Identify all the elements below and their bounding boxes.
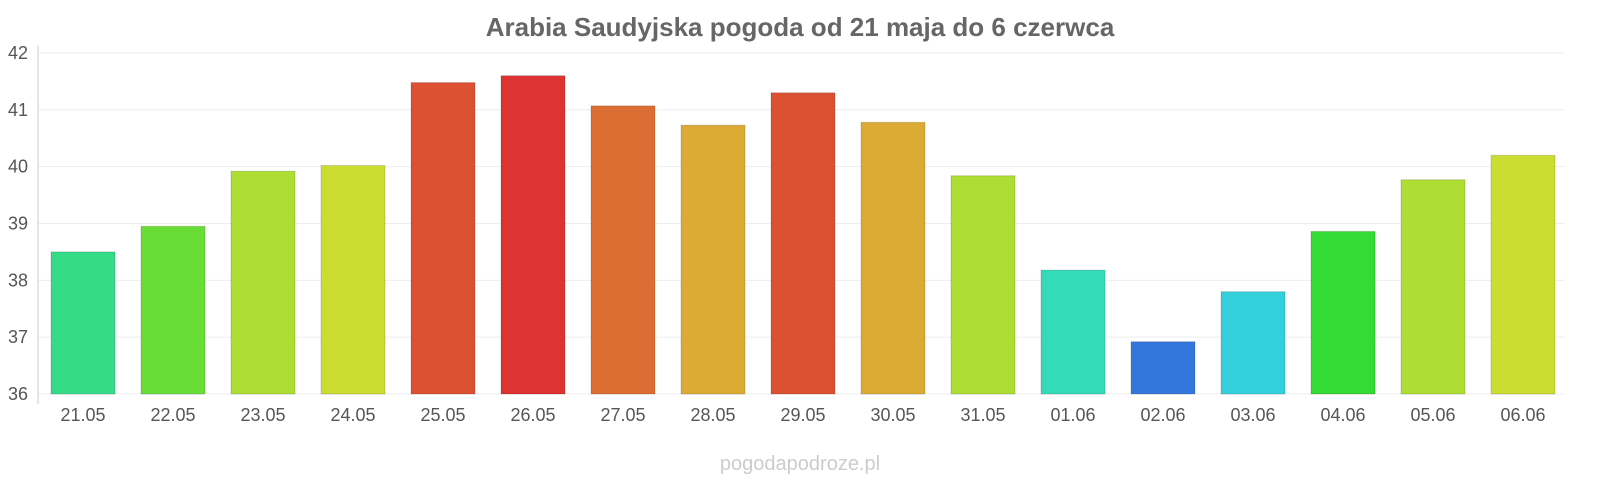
chart-title: Arabia Saudyjska pogoda od 21 maja do 6 … xyxy=(486,12,1115,42)
x-tick-label: 31.05 xyxy=(960,405,1005,425)
x-tick-label: 02.06 xyxy=(1140,405,1185,425)
y-tick-label: 42 xyxy=(8,43,28,63)
x-tick-label: 28.05 xyxy=(690,405,735,425)
x-tick-label: 03.06 xyxy=(1230,405,1275,425)
bar-25.05 xyxy=(410,82,476,395)
watermark: pogodapodroze.pl xyxy=(720,453,880,475)
bar-02.06 xyxy=(1130,341,1196,395)
bar-04.06 xyxy=(1310,230,1376,395)
x-tick-label: 01.06 xyxy=(1050,405,1095,425)
x-tick-label: 21.05 xyxy=(60,405,105,425)
x-tick-label: 22.05 xyxy=(150,405,195,425)
bar-05.06 xyxy=(1400,179,1466,395)
y-tick-label: 40 xyxy=(8,157,28,177)
x-tick-label: 24.05 xyxy=(330,405,375,425)
bar-31.05 xyxy=(950,175,1016,395)
x-tick-label: 29.05 xyxy=(780,405,825,425)
bar-01.06 xyxy=(1040,269,1106,395)
y-tick-label: 38 xyxy=(8,270,28,290)
x-tick-label: 06.06 xyxy=(1500,405,1545,425)
bar-29.05 xyxy=(770,92,836,395)
x-axis: 21.05 22.05 23.05 24.05 25.05 26.05 27.05 28.05… xyxy=(60,405,1545,425)
bar-28.05 xyxy=(680,124,746,395)
bar-27.05 xyxy=(590,105,656,395)
bar-23.05 xyxy=(230,170,296,395)
x-tick-label: 26.05 xyxy=(510,405,555,425)
y-axis: 36 37 38 39 40 41 42 xyxy=(8,43,39,404)
y-tick-label: 39 xyxy=(8,214,28,234)
y-tick-label: 41 xyxy=(8,100,28,120)
y-tick-label: 37 xyxy=(8,327,28,347)
x-tick-label: 25.05 xyxy=(420,405,465,425)
bars-group xyxy=(50,75,1556,395)
bar-24.05 xyxy=(320,165,386,395)
bar-06.06 xyxy=(1490,154,1556,395)
x-tick-label: 23.05 xyxy=(240,405,285,425)
x-tick-label: 27.05 xyxy=(600,405,645,425)
bar-21.05 xyxy=(50,251,116,395)
bar-30.05 xyxy=(860,121,926,395)
bar-03.06 xyxy=(1220,291,1286,395)
x-tick-label: 05.06 xyxy=(1410,405,1455,425)
x-tick-label: 04.06 xyxy=(1320,405,1365,425)
bar-26.05 xyxy=(500,75,566,395)
bar-22.05 xyxy=(140,225,206,395)
x-tick-label: 30.05 xyxy=(870,405,915,425)
y-tick-label: 36 xyxy=(8,384,28,404)
